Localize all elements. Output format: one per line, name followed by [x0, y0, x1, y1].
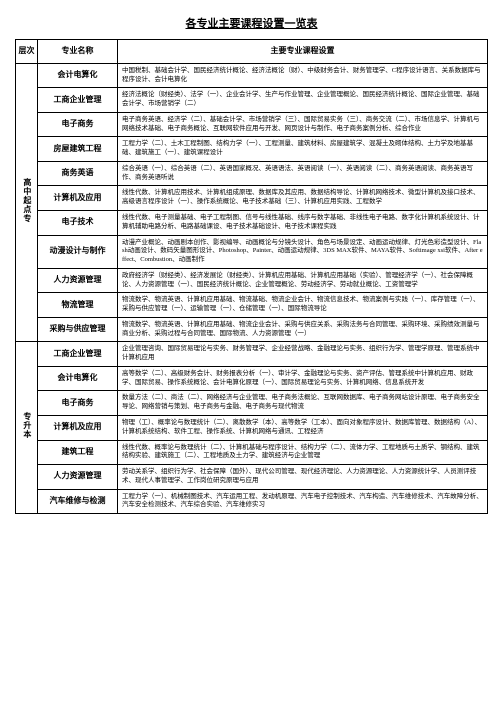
- table-row: 电子商务数量方法（二）、商法（二）、网络经济与企业管理、电子商务法概论、互联网数…: [16, 391, 488, 416]
- table-row: 房屋建筑工程工程力学（二）、土木工程制图、结构力学（一）、工程测量、建筑材料、房…: [16, 137, 488, 162]
- major-cell: 会计电算化: [38, 63, 118, 88]
- desc-cell: 高等数学（二）、高级财务会计、财务报表分析（一）、审计学、金融理论与实务、资产评…: [118, 366, 488, 391]
- table-row: 物流管理物流数学、物流英语、计算机应用基础、物流基础、物流企业会计、物流信息技术…: [16, 293, 488, 318]
- major-cell: 建筑工程: [38, 440, 118, 465]
- header-major: 专业名称: [38, 40, 118, 64]
- table-row: 人力资源管理劳动关系学、组织行为学、社会保障（国外）、现代公司管理、现代经济理论…: [16, 465, 488, 490]
- level-cell: 高中起点专: [16, 63, 38, 342]
- major-cell: 电子商务: [38, 391, 118, 416]
- table-row: 商务英语综合英语（一）、综合英语（二）、英语国家概况、英语语法、英语阅读（一）、…: [16, 161, 488, 186]
- desc-cell: 物理（工）、概率论与数理统计（二）、离散数学（本）、高等数学（工本）、面向对象程…: [118, 416, 488, 441]
- desc-cell: 动漫产业概论、动画剧本创作、影视编导、动画概论与分镜头设计、角色与场景设定、动画…: [118, 235, 488, 268]
- table-row: 专升本工商企业管理企业管理咨询、国际贸易理论与实务、财务管理学、企业经营战略、金…: [16, 342, 488, 367]
- desc-cell: 线性代数、电子测量基础、电子工程制图、信号与线性基础、线序与数字基础、非线性电子…: [118, 210, 488, 235]
- major-cell: 人力资源管理: [38, 268, 118, 293]
- desc-cell: 物流数学、物流英语、计算机应用基础、物流基础、物流企业会计、物流信息技术、物流案…: [118, 293, 488, 318]
- desc-cell: 企业管理咨询、国际贸易理论与实务、财务管理学、企业经营战略、金融理论与实务、组织…: [118, 342, 488, 367]
- major-cell: 人力资源管理: [38, 465, 118, 490]
- major-cell: 会计电算化: [38, 366, 118, 391]
- table-row: 电子技术线性代数、电子测量基础、电子工程制图、信号与线性基础、线序与数字基础、非…: [16, 210, 488, 235]
- major-cell: 计算机及应用: [38, 416, 118, 441]
- table-row: 高中起点专会计电算化中国税制、基础会计学、国民经济统计概论、经济法概论（财）、中…: [16, 63, 488, 88]
- table-row: 动漫设计与制作动漫产业概论、动画剧本创作、影视编导、动画概论与分镜头设计、角色与…: [16, 235, 488, 268]
- major-cell: 采购与供应管理: [38, 317, 118, 342]
- desc-cell: 工程力学（二）、土木工程制图、结构力学（一）、工程测量、建筑材料、房屋建筑学、混…: [118, 137, 488, 162]
- page-title: 各专业主要课程设置一览表: [15, 15, 488, 31]
- desc-cell: 线性代数、概率论与数理统计（二）、计算机基础与程序设计、结构力学（二）、流体力学…: [118, 440, 488, 465]
- desc-cell: 经济法概论（财经类）、法学（一）、企业会计学、生产与作业管理、企业管理概论、国民…: [118, 88, 488, 113]
- table-row: 计算机及应用线性代数、计算机应用技术、计算机组成原理、数据库及其应用、数据结构导…: [16, 186, 488, 211]
- table-row: 采购与供应管理物流数学、物流英语、计算机应用基础、物流企业会计、采购与供应关系、…: [16, 317, 488, 342]
- desc-cell: 综合英语（一）、综合英语（二）、英语国家概况、英语语法、英语阅读（一）、英语阅读…: [118, 161, 488, 186]
- table-row: 电子商务电子商务英语、经济学（二）、基础会计学、市场营销学（三）、国际贸易实务（…: [16, 112, 488, 137]
- desc-cell: 政府经济学（财经类）、经济发展论（财经类）、计算机应用基础、计算机应用基础（实验…: [118, 268, 488, 293]
- major-cell: 房屋建筑工程: [38, 137, 118, 162]
- desc-cell: 数量方法（二）、商法（二）、网络经济与企业管理、电子商务法概论、互联网数据库、电…: [118, 391, 488, 416]
- table-row: 会计电算化高等数学（二）、高级财务会计、财务报表分析（一）、审计学、金融理论与实…: [16, 366, 488, 391]
- table-row: 人力资源管理政府经济学（财经类）、经济发展论（财经类）、计算机应用基础、计算机应…: [16, 268, 488, 293]
- major-cell: 工商企业管理: [38, 88, 118, 113]
- table-row: 建筑工程线性代数、概率论与数理统计（二）、计算机基础与程序设计、结构力学（二）、…: [16, 440, 488, 465]
- table-row: 工商企业管理经济法概论（财经类）、法学（一）、企业会计学、生产与作业管理、企业管…: [16, 88, 488, 113]
- desc-cell: 劳动关系学、组织行为学、社会保障（国外）、现代公司管理、现代经济理论、人力资源理…: [118, 465, 488, 490]
- major-cell: 计算机及应用: [38, 186, 118, 211]
- desc-cell: 中国税制、基础会计学、国民经济统计概论、经济法概论（财）、中级财务会计、财务管理…: [118, 63, 488, 88]
- header-courses: 主要专业课程设置: [118, 40, 488, 64]
- header-level: 层次: [16, 40, 38, 64]
- desc-cell: 物流数学、物流英语、计算机应用基础、物流企业会计、采购与供应关系、采购法务与合同…: [118, 317, 488, 342]
- major-cell: 电子商务: [38, 112, 118, 137]
- major-cell: 商务英语: [38, 161, 118, 186]
- major-cell: 电子技术: [38, 210, 118, 235]
- level-cell: 专升本: [16, 342, 38, 514]
- major-cell: 物流管理: [38, 293, 118, 318]
- desc-cell: 工程力学（一）、机械制图技术、汽车运用工程、发动机原理、汽车电子控制技术、汽车构…: [118, 489, 488, 514]
- major-cell: 动漫设计与制作: [38, 235, 118, 268]
- desc-cell: 电子商务英语、经济学（二）、基础会计学、市场营销学（三）、国际贸易实务（三）、商…: [118, 112, 488, 137]
- table-row: 汽车维修与检测工程力学（一）、机械制图技术、汽车运用工程、发动机原理、汽车电子控…: [16, 489, 488, 514]
- course-table: 层次 专业名称 主要专业课程设置 高中起点专会计电算化中国税制、基础会计学、国民…: [15, 39, 488, 514]
- major-cell: 工商企业管理: [38, 342, 118, 367]
- desc-cell: 线性代数、计算机应用技术、计算机组成原理、数据库及其应用、数据结构导论、计算机网…: [118, 186, 488, 211]
- major-cell: 汽车维修与检测: [38, 489, 118, 514]
- table-row: 计算机及应用物理（工）、概率论与数理统计（二）、离散数学（本）、高等数学（工本）…: [16, 416, 488, 441]
